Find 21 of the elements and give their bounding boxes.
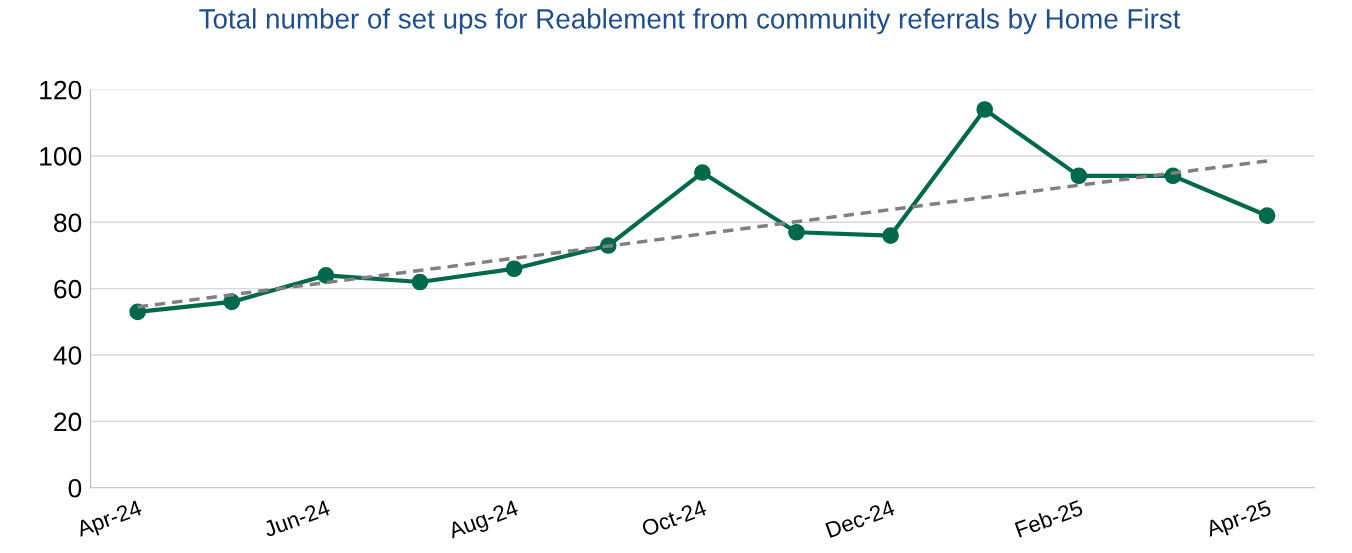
y-tick-label: 80 <box>54 213 82 233</box>
point <box>505 260 523 278</box>
y-tick-label: 20 <box>54 412 82 432</box>
x-tick-label: Jun-24 <box>262 499 331 538</box>
x-tick-label: Apr-24 <box>75 499 145 542</box>
point <box>788 223 805 241</box>
y-tick-label: 120 <box>40 80 82 100</box>
x-tick-label: Apr-25 <box>1204 499 1274 542</box>
point <box>317 267 335 284</box>
point <box>882 227 899 244</box>
y-tick-label: 100 <box>40 147 82 166</box>
point <box>694 164 711 181</box>
y-tick-label: 60 <box>54 279 82 299</box>
point <box>976 101 994 118</box>
x-tick-label: Oct-24 <box>640 499 708 537</box>
chart-title: Total number of set ups for Reablement from community referrals by Home First <box>199 8 1181 35</box>
point <box>1070 167 1088 185</box>
point <box>1258 207 1276 225</box>
point <box>411 273 429 291</box>
y-tick-label: 40 <box>53 346 82 365</box>
y-tick-label: 0 <box>68 478 82 498</box>
